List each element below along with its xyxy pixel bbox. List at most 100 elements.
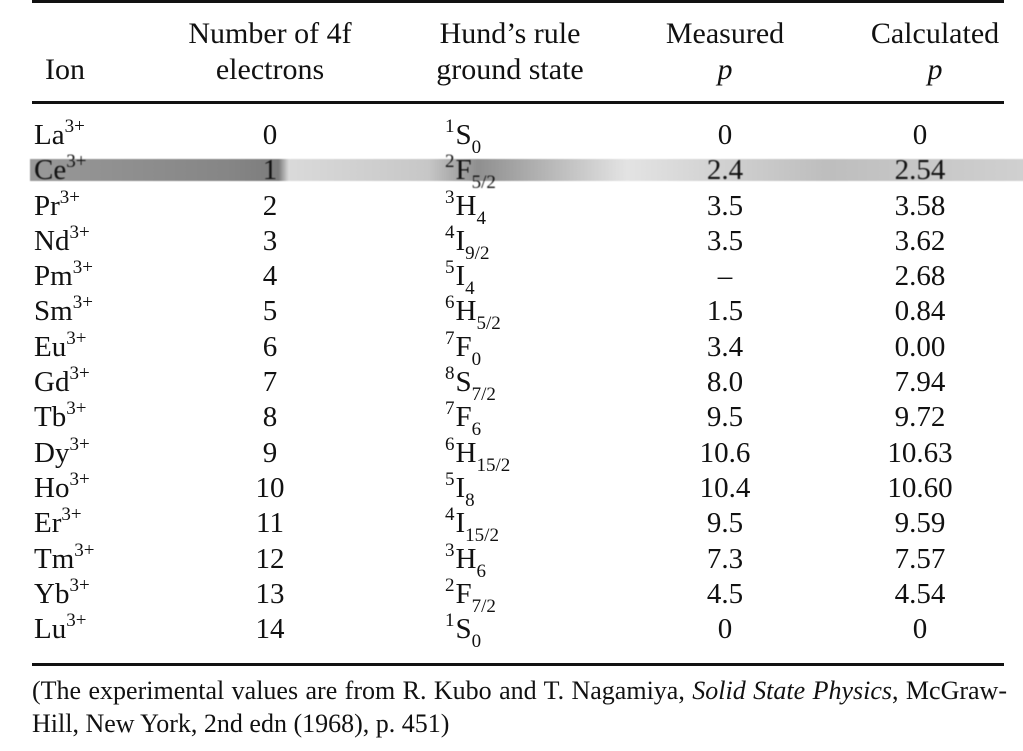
electron-count-cell: 6 — [262, 330, 278, 363]
ion-symbol: Ho — [34, 471, 70, 504]
note-prefix: (The experimental values are from R. Kub… — [32, 676, 693, 705]
table-row: Ce3+ 1 2F5/2 2.4 2.54 — [0, 151, 1023, 193]
top-rule — [32, 0, 1004, 3]
measured-p-cell: 9.5 — [706, 507, 744, 540]
table-row: Nd3+ 3 4I9/2 3.5 3.62 — [0, 222, 1023, 264]
measured-p-cell: 0 — [717, 613, 733, 646]
term-multiplicity: 6 — [445, 292, 455, 314]
header-calc-line2: p — [927, 53, 943, 86]
electron-count-cell: 10 — [255, 471, 285, 504]
term-letter: F — [455, 154, 472, 187]
table-row: Tb3+ 8 7F6 9.5 9.72 — [0, 398, 1023, 440]
note-suffix: , McGraw-Hill, New York, 2nd edn (1968),… — [32, 676, 1007, 738]
ion-symbol: Gd — [34, 366, 70, 399]
term-multiplicity: 7 — [445, 327, 455, 349]
header-calculated: Calculated p — [845, 16, 1023, 88]
calculated-p-cell: 2.68 — [894, 260, 946, 293]
measured-p-cell: 7.3 — [706, 542, 744, 575]
term-letter: S — [455, 613, 472, 646]
term-j: 15/2 — [476, 454, 511, 476]
ion-symbol: Ce — [34, 154, 67, 187]
ground-state-cell: 1S0 — [445, 610, 481, 652]
electron-count-cell: 8 — [262, 401, 278, 434]
calculated-p-cell: 0.00 — [894, 330, 946, 363]
ion-charge: 3+ — [64, 116, 85, 137]
term-j: 0 — [471, 348, 482, 370]
measured-p-cell: 4.5 — [706, 577, 744, 610]
note-book-title: Solid State Physics — [692, 676, 892, 705]
measured-p-cell: 9.5 — [706, 401, 744, 434]
calculated-p-cell: 9.59 — [894, 507, 946, 540]
term-letter: S — [455, 119, 472, 151]
ion-symbol: Pr — [34, 189, 60, 222]
ion-charge: 3+ — [74, 539, 95, 561]
calculated-p-cell: 3.62 — [894, 224, 946, 257]
table-row: Pr3+ 2 3H4 3.5 3.58 — [0, 186, 1023, 229]
ion-cell: Tm3+ — [34, 539, 95, 580]
ion-charge: 3+ — [69, 574, 90, 596]
ion-cell: Yb3+ — [34, 574, 90, 615]
calculated-p-cell: 0 — [912, 119, 928, 151]
term-j: 9/2 — [465, 242, 490, 264]
measured-p-cell: 10.4 — [699, 471, 751, 504]
ion-cell: Sm3+ — [34, 292, 93, 332]
ion-cell: Ce3+ — [34, 151, 86, 191]
ion-charge: 3+ — [66, 398, 87, 420]
term-multiplicity: 7 — [445, 398, 455, 420]
ground-state-cell: 2F5/2 — [445, 151, 496, 193]
term-multiplicity: 2 — [445, 574, 455, 596]
table-row: Yb3+ 13 2F7/2 4.5 4.54 — [0, 574, 1023, 617]
measured-p-cell: 0 — [717, 119, 733, 151]
ion-symbol: La — [34, 119, 65, 151]
term-letter: H — [455, 295, 477, 328]
ion-charge: 3+ — [66, 327, 87, 349]
ion-cell: Er3+ — [34, 504, 82, 544]
bottom-rule — [32, 663, 1004, 666]
term-letter: H — [455, 189, 477, 222]
electron-count-cell: 12 — [255, 542, 285, 575]
header-meas-line1: Measured — [665, 17, 785, 50]
header-ion-label: Ion — [45, 53, 85, 86]
ground-state-cell: 8S7/2 — [445, 363, 496, 405]
electron-count-cell: 9 — [262, 436, 278, 469]
ion-charge: 3+ — [69, 363, 90, 385]
table-row: Tm3+ 12 3H6 7.3 7.57 — [0, 539, 1023, 582]
measured-p-cell: 3.4 — [706, 330, 744, 363]
ion-cell: Eu3+ — [34, 327, 87, 368]
measured-p-cell: 3.5 — [706, 224, 744, 257]
ground-state-cell: 3H6 — [445, 539, 486, 582]
header-measured: Measured p — [640, 16, 810, 88]
ground-state-cell: 5I4 — [445, 257, 475, 299]
calculated-p-cell: 4.54 — [894, 577, 946, 610]
ion-symbol: Pm — [34, 260, 73, 293]
calculated-p-cell: 2.54 — [894, 154, 946, 187]
term-multiplicity: 3 — [445, 539, 455, 561]
measured-p-cell: 10.6 — [699, 436, 751, 469]
electron-count-cell: 14 — [255, 613, 285, 646]
ion-cell: La3+ — [34, 116, 85, 156]
term-multiplicity: 8 — [445, 363, 455, 385]
electron-count-cell: 1 — [262, 154, 278, 187]
ion-cell: Dy3+ — [34, 434, 90, 474]
ground-state-cell: 2F7/2 — [445, 574, 496, 617]
ground-state-cell: 7F0 — [445, 327, 482, 370]
calculated-p-cell: 7.94 — [894, 366, 946, 399]
term-j: 6 — [476, 560, 486, 582]
term-letter: I — [455, 507, 466, 540]
header-meas-line2: p — [717, 53, 733, 86]
term-multiplicity: 3 — [445, 186, 455, 208]
calculated-p-cell: 9.72 — [894, 401, 946, 434]
ion-cell: Nd3+ — [34, 222, 90, 262]
term-letter: I — [455, 260, 466, 293]
header-ion: Ion — [45, 52, 135, 88]
header-rule — [32, 101, 1004, 104]
ion-symbol: Yb — [34, 577, 70, 610]
ground-state-cell: 5I8 — [445, 469, 475, 511]
header-num-line2: electrons — [215, 53, 325, 86]
ground-state-cell: 7F6 — [445, 398, 481, 440]
header-calc-line1: Calculated — [870, 17, 1000, 50]
term-multiplicity: 2 — [445, 151, 455, 173]
table-row: Ho3+ 10 5I8 10.4 10.60 — [0, 469, 1023, 511]
calculated-p-cell: 0.84 — [894, 295, 946, 328]
term-j: 8 — [465, 489, 475, 511]
